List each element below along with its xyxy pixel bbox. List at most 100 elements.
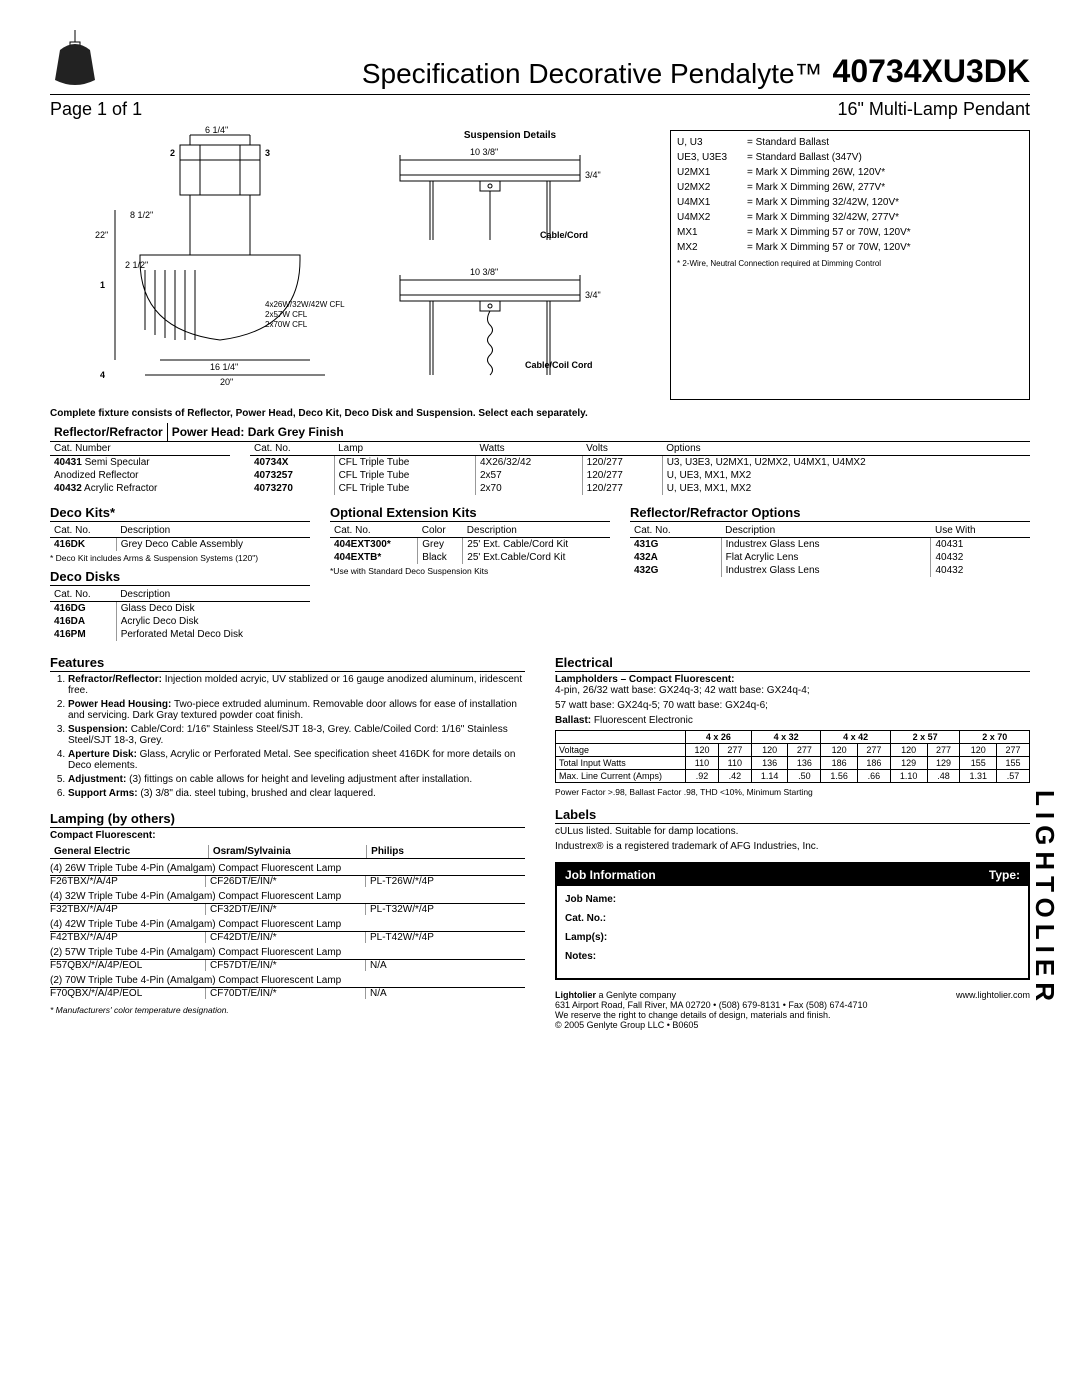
dim-label: 22"	[95, 230, 108, 240]
col-head: 2 x 57	[890, 731, 960, 744]
col-head: Options	[662, 442, 1030, 456]
cell: CFL Triple Tube	[334, 456, 475, 470]
ballast-code: U, U3	[677, 137, 747, 148]
dim-label: 20"	[220, 377, 233, 387]
col-head: Description	[721, 524, 931, 538]
lampholders-line: 4-pin, 26/32 watt base: GX24q-3; 42 watt…	[555, 685, 1030, 696]
ballast-text: Fluorescent Electronic	[591, 715, 693, 726]
cell: U, UE3, MX1, MX2	[662, 482, 1030, 495]
dim-label: 2 1/2"	[125, 260, 148, 270]
cell: 40432	[931, 564, 1030, 577]
dim-label: 8 1/2"	[130, 210, 153, 220]
electrical-table: 4 x 264 x 324 x 422 x 572 x 70Voltage120…	[555, 730, 1030, 783]
cell: 416DK	[50, 538, 116, 552]
cell: 120	[686, 744, 719, 757]
cell: 186	[857, 757, 890, 770]
col-head: 2 x 70	[960, 731, 1030, 744]
cell: 120	[960, 744, 997, 757]
cell: Perforated Metal Deco Disk	[116, 628, 310, 641]
job-head-1: Job Information	[565, 868, 989, 882]
ballast-desc: = Mark X Dimming 26W, 277V*	[747, 182, 1023, 193]
cell: 186	[821, 757, 858, 770]
dim-label: 2x57W CFL	[265, 310, 307, 319]
cell: 404EXT300*	[330, 538, 418, 552]
cell: 40431	[931, 538, 1030, 552]
reflector-heading: Reflector/Refractor	[50, 423, 168, 441]
power-note: Power Factor >.98, Ballast Factor .98, T…	[555, 787, 1030, 797]
header: Specification Decorative Pendalyte™ 4073…	[50, 30, 1030, 95]
cell: 120	[751, 744, 788, 757]
ext-kits-note: *Use with Standard Deco Suspension Kits	[330, 566, 610, 576]
page-number: Page 1 of 1	[50, 99, 142, 120]
ballast-desc: = Mark X Dimming 32/42W, 277V*	[747, 212, 1023, 223]
ballast-desc: = Mark X Dimming 57 or 70W, 120V*	[747, 227, 1023, 238]
ballast-label: Ballast:	[555, 715, 591, 726]
lightolier-brand: LIGHTOLIER	[1029, 790, 1060, 1007]
lamp-cell: CF42DT/E/IN/*	[205, 932, 365, 943]
cell: 1.14	[751, 770, 788, 783]
lampholders-line: 57 watt base: GX24q-5; 70 watt base: GX2…	[555, 700, 1030, 711]
footer-note: © 2005 Genlyte Group LLC • B0605	[555, 1020, 1030, 1030]
fixture-diagram: 6 1/4" 8 1/2" 22" 2 1/2" 16 1/4" 20" 4x2…	[50, 130, 350, 400]
footer-note: We reserve the right to change details o…	[555, 1010, 1030, 1020]
feature-item: Adjustment: (3) fittings on cable allows…	[68, 774, 525, 785]
pendant-icon	[50, 30, 100, 90]
doc-title: Specification Decorative Pendalyte™	[110, 58, 833, 90]
cell: 277	[718, 744, 751, 757]
cell: 120/277	[582, 482, 662, 495]
cell: 404EXTB*	[330, 551, 418, 564]
feature-item: Support Arms: (3) 3/8" dia. steel tubing…	[68, 788, 525, 799]
cell: .66	[857, 770, 890, 783]
ext-kits-title: Optional Extension Kits	[330, 505, 610, 522]
brand-head: General Electric	[50, 845, 208, 859]
ballast-code: U2MX1	[677, 167, 747, 178]
cell: 4X26/32/42	[476, 456, 583, 470]
cell: 120	[821, 744, 858, 757]
cell: Flat Acrylic Lens	[721, 551, 931, 564]
cat-no: 40432	[54, 483, 82, 494]
ballast-note: * 2-Wire, Neutral Connection required at…	[677, 259, 1023, 268]
ballast-desc: = Mark X Dimming 32/42W, 120V*	[747, 197, 1023, 208]
lamping-brands: General Electric Osram/Sylvainia Philips	[50, 845, 525, 859]
ballast-desc: = Mark X Dimming 57 or 70W, 120V*	[747, 242, 1023, 253]
cell: 277	[857, 744, 890, 757]
cell: 431G	[630, 538, 721, 552]
cell: 2x70	[476, 482, 583, 495]
cell: .48	[927, 770, 960, 783]
footer-addr: 631 Airport Road, Fall River, MA 02720 •…	[555, 1000, 1030, 1010]
job-field: Cat. No.:	[565, 913, 1020, 924]
cell: 416DA	[50, 615, 116, 628]
deco-kits-table: Cat. No.Description416DKGrey Deco Cable …	[50, 524, 310, 551]
suspension-title: Suspension Details	[370, 130, 650, 141]
deco-disks-table: Cat. No.Description416DGGlass Deco Disk4…	[50, 588, 310, 641]
lamp-cell: PL-T26W/*/4P	[365, 876, 525, 887]
cell: Industrex Glass Lens	[721, 564, 931, 577]
ballast-code: MX2	[677, 242, 747, 253]
feature-item: Aperture Disk: Glass, Acrylic or Perfora…	[68, 749, 525, 771]
dim-label: 6 1/4"	[205, 125, 228, 135]
ballast-code: U2MX2	[677, 182, 747, 193]
lamp-cell: CF26DT/E/IN/*	[205, 876, 365, 887]
ballast-code: U4MX1	[677, 197, 747, 208]
lampholders-title: Lampholders – Compact Fluorescent:	[555, 674, 1030, 685]
deco-disks-title: Deco Disks	[50, 569, 310, 586]
labels-title: Labels	[555, 807, 1030, 824]
ballast-code: UE3, U3E3	[677, 152, 747, 163]
col-head: Volts	[582, 442, 662, 456]
cell: Industrex Glass Lens	[721, 538, 931, 552]
cell: 2x57	[476, 469, 583, 482]
col-head: 4 x 42	[821, 731, 891, 744]
col-head: Color	[418, 524, 463, 538]
cell: .57	[997, 770, 1030, 783]
cell: 416DG	[50, 602, 116, 616]
lamp-cell: F26TBX/*/A/4P	[50, 876, 205, 887]
electrical-title: Electrical	[555, 655, 1030, 672]
job-field: Notes:	[565, 951, 1020, 962]
cell: 40734X	[250, 456, 334, 470]
brand-head: Osram/Sylvainia	[208, 845, 366, 859]
col-head: Description	[116, 588, 310, 602]
ballast-desc: = Standard Ballast (347V)	[747, 152, 1023, 163]
col-head: 4 x 32	[751, 731, 821, 744]
cell: Grey	[418, 538, 463, 552]
col-head: Cat. No.	[330, 524, 418, 538]
